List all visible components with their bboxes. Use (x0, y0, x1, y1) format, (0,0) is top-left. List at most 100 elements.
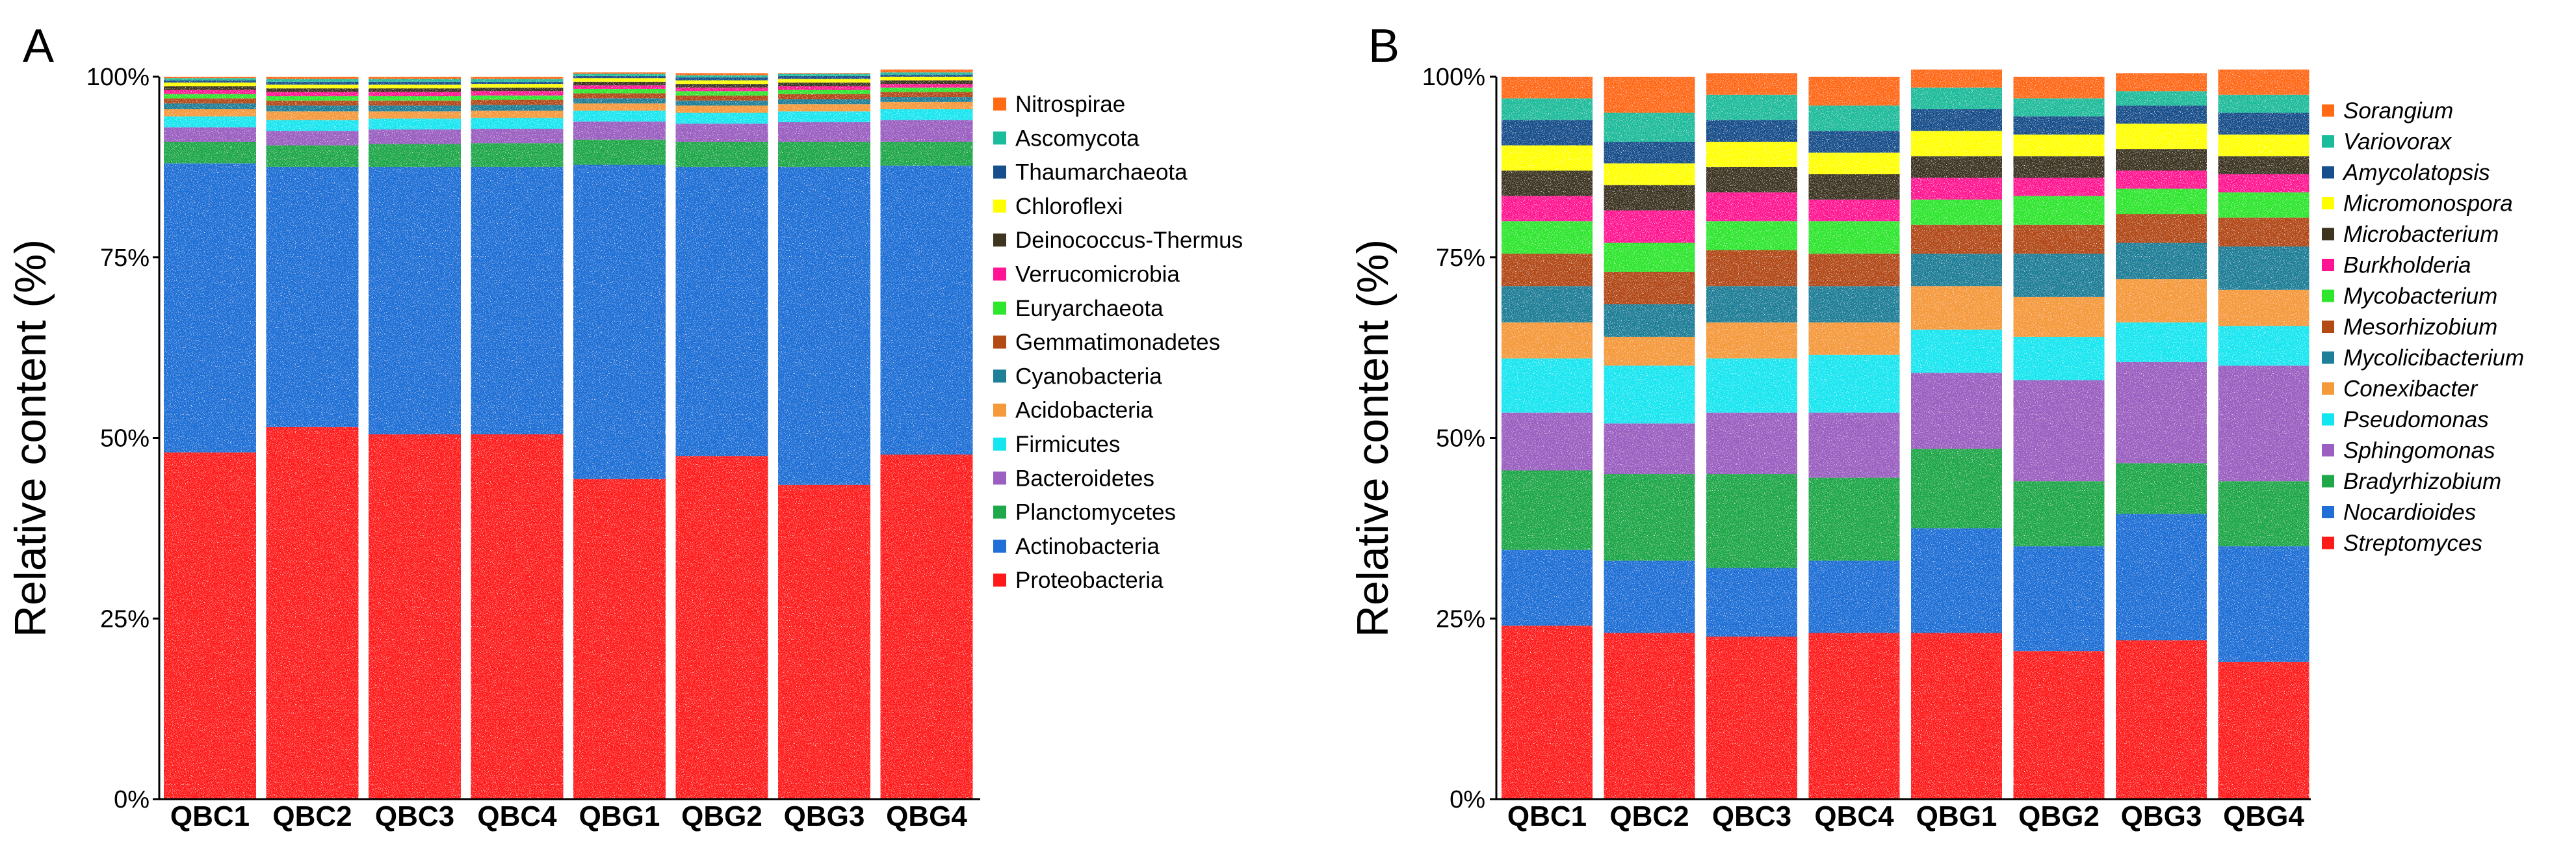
panel-a: A Relative content (%) 0% 25% 50% 75% 100% QBC1… (6, 20, 1243, 832)
bar-segment-qbc2-pseudomonas (1604, 365, 1695, 424)
legend-label-sphingomonas: Sphingomonas (2343, 438, 2495, 464)
bar-segment-qbg3-mycobacterium (2116, 189, 2207, 215)
bar-segment-qbg4-amycolatopsis (2218, 112, 2309, 135)
bar-segment-qbg4-mesorhizobium (2218, 217, 2309, 247)
bar-segment-qbc2-proteobacteria (266, 427, 359, 799)
x-tick-label-qbc3: QBC3 (1712, 800, 1791, 832)
bar-segment-qbg4-euryarchaeota (880, 87, 973, 92)
legend-label-sorangium: Sorangium (2343, 98, 2453, 124)
panel-b: B Relative content (%) 0% 25% 50% 75% 100% QBC1… (1348, 20, 2524, 832)
legend-swatch-mesorhizobium (2322, 321, 2334, 333)
bar-segment-qbc2-gemmatimonadetes (266, 100, 359, 106)
legend-swatch-conexibacter (2322, 382, 2334, 395)
bar-segment-qbc2-sphingomonas (1604, 423, 1695, 475)
bar-segment-qbc4-nitrospirae (471, 77, 564, 79)
bar-segment-qbg1-actinobacteria (573, 165, 666, 479)
legend-label-micromonospora: Micromonospora (2343, 191, 2513, 217)
bar-segment-qbg3-gemmatimonadetes (778, 94, 870, 99)
bar-segment-qbc1-mycobacterium (1502, 221, 1593, 254)
bar-segment-qbg1-conexibacter (1911, 286, 2002, 330)
bar-segment-qbg4-chloroflexi (880, 77, 973, 81)
bar-segment-qbc2-bradyrhizobium (1604, 474, 1695, 561)
legend-label-thaumarchaeota: Thaumarchaeota (1015, 160, 1188, 185)
bar-segment-qbc4-micromonospora (1808, 152, 1900, 174)
bar-segment-qbc3-nocardioides (1706, 568, 1797, 637)
bar-segment-qbc4-pseudomonas (1808, 354, 1900, 413)
bar-segment-qbg2-nocardioides (2013, 546, 2105, 652)
bar-segment-qbc2-nitrospirae (266, 77, 359, 79)
bar-segment-qbg3-mesorhizobium (2116, 214, 2207, 243)
bar-segment-qbc2-acidobacteria (266, 111, 359, 120)
bar-segment-qbg1-acidobacteria (573, 103, 666, 111)
bar-segment-qbg2-planctomycetes (675, 141, 768, 167)
x-tick-label-qbc4: QBC4 (1814, 800, 1894, 832)
legend-label-chloroflexi: Chloroflexi (1015, 194, 1123, 219)
bar-segment-qbg3-ascomycota (778, 73, 870, 76)
bar-segment-qbc4-conexibacter (1808, 322, 1900, 355)
bar-segment-qbg2-conexibacter (2013, 297, 2105, 337)
bar-segment-qbg3-pseudomonas (2116, 322, 2207, 362)
bar-segment-qbg1-bacteroidetes (573, 121, 666, 140)
bar-segment-qbg2-bacteroidetes (675, 124, 768, 142)
bar-segment-qbg1-euryarchaeota (573, 88, 666, 94)
bar-segment-qbg2-streptomyces (2013, 651, 2105, 799)
legend-swatch-acidobacteria (993, 403, 1006, 417)
legend-swatch-chloroflexi (993, 199, 1006, 213)
bar-segment-qbc2-amycolatopsis (1604, 141, 1695, 164)
bar-segment-qbg1-ascomycota (573, 73, 666, 76)
bar-segment-qbc4-gemmatimonadetes (471, 99, 564, 105)
legend-label-nitrospirae: Nitrospirae (1015, 92, 1125, 117)
bar-segment-qbc3-euryarchaeota (369, 96, 461, 101)
y-tick-label: 25% (100, 605, 150, 633)
bar-segment-qbg3-firmicutes (778, 111, 870, 122)
bar-segment-qbg2-deinococcus-thermus (675, 84, 768, 88)
bar-segment-qbc4-sorangium (1808, 77, 1900, 106)
legend-label-burkholderia: Burkholderia (2343, 253, 2471, 278)
bar-segment-qbg2-bradyrhizobium (2013, 481, 2105, 547)
bar-segment-qbc2-cyanobacteria (266, 105, 359, 112)
bar-segment-qbc3-thaumarchaeota (369, 81, 461, 85)
bar-segment-qbc3-sphingomonas (1706, 412, 1797, 475)
bar-segment-qbg1-thaumarchaeota (573, 75, 666, 79)
bar-segment-qbc3-actinobacteria (369, 166, 461, 434)
y-tick-label: 50% (100, 425, 150, 453)
bar-segment-qbc1-euryarchaeota (164, 94, 256, 99)
bar-segment-qbc3-nitrospirae (369, 77, 461, 79)
bar-segment-qbc4-firmicutes (471, 118, 564, 129)
legend-swatch-pseudomonas (2322, 413, 2334, 426)
bar-segment-qbg1-firmicutes (573, 111, 666, 122)
bar-segment-qbg4-sorangium (2218, 69, 2309, 95)
x-tick-label-qbg3: QBG3 (784, 800, 865, 832)
bar-segment-qbc3-burkholderia (1706, 192, 1797, 222)
bars-group (1502, 69, 2309, 799)
bar-segment-qbg3-actinobacteria (778, 166, 870, 485)
bar-segment-qbg1-proteobacteria (573, 479, 666, 799)
bar-segment-qbg2-gemmatimonadetes (675, 95, 768, 101)
bar-segment-qbc1-burkholderia (1502, 196, 1593, 222)
bar-segment-qbc3-planctomycetes (369, 144, 461, 167)
x-tick-label-qbg4: QBG4 (2223, 800, 2304, 832)
bar-segment-qbg3-cyanobacteria (778, 99, 870, 105)
bar-segment-qbg3-sphingomonas (2116, 362, 2207, 464)
legend-swatch-actinobacteria (993, 539, 1006, 553)
legend-label-mycobacterium: Mycobacterium (2343, 283, 2497, 309)
bar-segment-qbc2-actinobacteria (266, 166, 359, 427)
bar-segment-qbg1-mycobacterium (1911, 199, 2002, 225)
bar-segment-qbc4-euryarchaeota (471, 95, 564, 100)
y-axis-title: Relative content (%) (1348, 239, 1398, 637)
legend-label-actinobacteria: Actinobacteria (1015, 534, 1160, 559)
bar-segment-qbc3-conexibacter (1706, 322, 1797, 359)
y-tick-label: 0% (114, 786, 150, 813)
bar-segment-qbc4-actinobacteria (471, 166, 564, 434)
bar-segment-qbg2-actinobacteria (675, 166, 768, 456)
bar-segment-qbc1-sorangium (1502, 77, 1593, 99)
bar-segment-qbc1-bacteroidetes (164, 127, 256, 142)
bar-segment-qbc2-micromonospora (1604, 163, 1695, 185)
bar-segment-qbc3-deinococcus-thermus (369, 88, 461, 92)
bar-segment-qbg1-gemmatimonadetes (573, 93, 666, 99)
legend-label-conexibacter: Conexibacter (2343, 376, 2478, 402)
bar-segment-qbg2-ascomycota (675, 75, 768, 78)
legend-label-bacteroidetes: Bacteroidetes (1015, 466, 1154, 491)
bar-segment-qbc4-bradyrhizobium (1808, 477, 1900, 561)
